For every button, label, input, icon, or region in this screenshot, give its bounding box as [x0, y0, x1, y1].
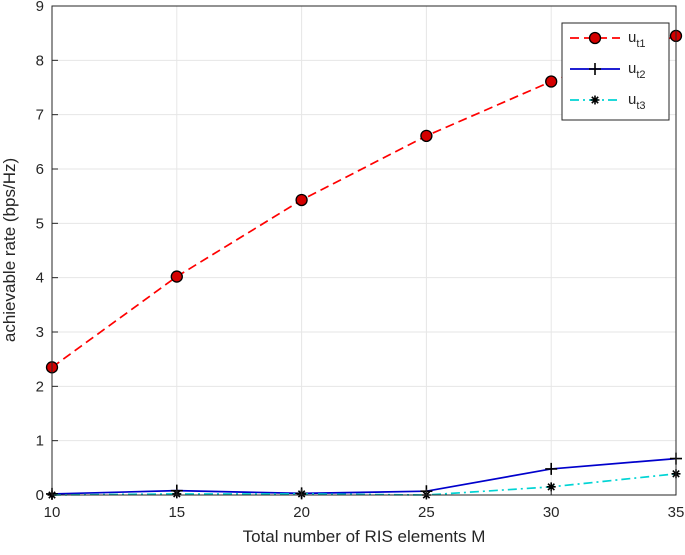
x-tick-label: 15 [168, 504, 185, 521]
data-point [545, 75, 558, 88]
y-tick-label: 8 [36, 52, 44, 69]
data-point [545, 462, 558, 475]
y-axis-label: achievable rate (bps/Hz) [0, 158, 19, 342]
y-tick-label: 6 [36, 161, 44, 178]
y-tick-label: 2 [36, 378, 44, 395]
legend-label: ut1 [628, 29, 646, 50]
grid-layer [51, 5, 677, 496]
series-line [51, 472, 677, 496]
x-tick-label: 10 [44, 504, 61, 521]
legend-box [561, 22, 670, 121]
y-tick-label: 0 [36, 487, 44, 504]
x-tick-label: 25 [418, 504, 435, 521]
data-point [420, 129, 433, 143]
series-line [51, 35, 677, 369]
legend-label-subscript: t2 [636, 69, 645, 81]
series-line [51, 457, 677, 495]
data-point [170, 270, 183, 283]
y-tick-label: 4 [36, 270, 44, 287]
y-tick-label: 5 [36, 215, 44, 232]
legend-marker [590, 95, 600, 105]
series-layer [45, 29, 683, 500]
x-tick-label: 30 [543, 504, 560, 521]
legend-label-subscript: t1 [636, 38, 645, 50]
legend-item: ut1 [570, 29, 646, 50]
x-tick-label: 20 [293, 504, 310, 521]
legend-label: ut3 [628, 91, 646, 112]
data-point [295, 193, 308, 207]
y-tick-label: 7 [36, 107, 44, 124]
legend-label: ut2 [628, 60, 646, 81]
data-point [546, 482, 556, 492]
y-tick-label: 1 [36, 433, 44, 450]
y-tick-label: 3 [36, 324, 44, 341]
legend-marker [588, 31, 602, 45]
legend-label-base: u [628, 29, 636, 46]
legend-label-base: u [628, 91, 636, 108]
legend-label-base: u [628, 60, 636, 77]
legend-marker [589, 63, 601, 75]
plot-frame [51, 5, 677, 496]
legend-label-subscript: t3 [636, 100, 645, 112]
legend-item: ut2 [570, 60, 646, 81]
y-tick-label: 9 [36, 0, 44, 15]
series-u-t1 [45, 29, 683, 374]
legend-item: ut3 [570, 91, 646, 112]
x-tick-label: 35 [668, 504, 685, 521]
tick-layer: 10 15 20 25 30 35 0 1 2 3 4 5 6 7 8 9 [36, 0, 685, 521]
x-axis-label: Total number of RIS elements M [243, 527, 486, 546]
